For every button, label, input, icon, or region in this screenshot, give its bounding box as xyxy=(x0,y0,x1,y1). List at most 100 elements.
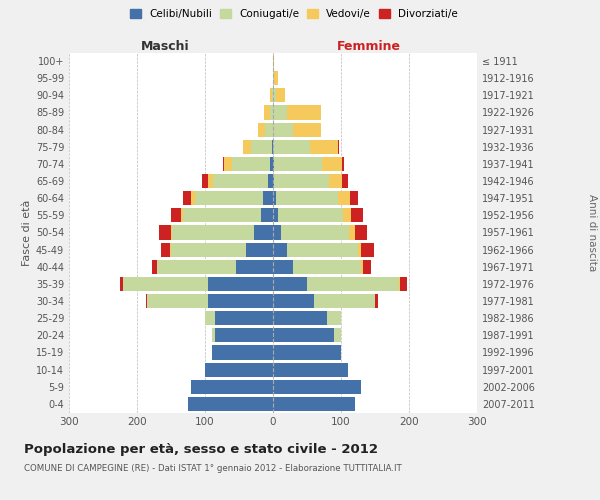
Bar xyxy=(236,260,273,274)
Bar xyxy=(273,174,274,188)
Bar xyxy=(273,226,281,239)
Bar xyxy=(273,260,293,274)
Bar xyxy=(269,157,273,171)
Bar xyxy=(328,311,341,325)
Bar xyxy=(314,294,375,308)
Bar xyxy=(399,277,400,291)
Bar xyxy=(273,122,293,136)
Text: COMUNE DI CAMPEGINE (RE) - Dati ISTAT 1° gennaio 2012 - Elaborazione TUTTITALIA.: COMUNE DI CAMPEGINE (RE) - Dati ISTAT 1°… xyxy=(24,464,402,473)
Bar xyxy=(278,208,343,222)
Bar xyxy=(182,208,261,222)
Bar xyxy=(277,88,284,102)
Bar xyxy=(273,71,274,85)
Bar xyxy=(212,328,215,342)
Text: Anni di nascita: Anni di nascita xyxy=(587,194,597,271)
Bar xyxy=(208,277,273,291)
Bar xyxy=(171,226,172,239)
Bar xyxy=(205,362,273,376)
Bar xyxy=(263,191,273,205)
Bar xyxy=(273,397,355,411)
Bar xyxy=(261,208,273,222)
Bar xyxy=(293,122,320,136)
Text: Femmine: Femmine xyxy=(337,40,401,52)
Bar xyxy=(274,174,329,188)
Bar xyxy=(191,380,273,394)
Bar xyxy=(400,277,407,291)
Bar xyxy=(232,157,269,171)
Bar xyxy=(273,380,361,394)
Bar xyxy=(273,277,307,291)
Bar xyxy=(120,277,124,291)
Bar xyxy=(258,122,265,136)
Bar xyxy=(157,260,236,274)
Bar xyxy=(273,346,341,360)
Bar xyxy=(273,242,287,256)
Bar xyxy=(124,277,208,291)
Bar xyxy=(349,226,355,239)
Bar xyxy=(265,122,273,136)
Bar xyxy=(273,294,314,308)
Bar xyxy=(274,157,322,171)
Bar xyxy=(273,140,310,154)
Bar xyxy=(272,88,273,102)
Bar xyxy=(351,208,364,222)
Bar xyxy=(343,174,348,188)
Bar xyxy=(215,328,273,342)
Bar xyxy=(273,106,287,120)
Bar xyxy=(338,140,339,154)
Bar xyxy=(281,226,349,239)
Bar xyxy=(208,174,213,188)
Bar xyxy=(273,208,278,222)
Bar xyxy=(277,191,338,205)
Bar xyxy=(152,260,157,274)
Bar xyxy=(159,226,171,239)
Bar xyxy=(273,88,277,102)
Bar xyxy=(361,260,363,274)
Bar xyxy=(293,260,361,274)
Bar xyxy=(307,277,399,291)
Bar xyxy=(268,174,273,188)
Bar xyxy=(273,54,274,68)
Bar xyxy=(171,208,181,222)
Bar xyxy=(246,242,273,256)
Bar xyxy=(358,242,361,256)
Bar xyxy=(202,174,208,188)
Bar xyxy=(205,311,215,325)
Bar xyxy=(310,140,338,154)
Bar xyxy=(188,397,273,411)
Text: Maschi: Maschi xyxy=(140,40,190,52)
Bar xyxy=(212,346,273,360)
Bar xyxy=(273,362,348,376)
Bar xyxy=(375,294,379,308)
Bar xyxy=(350,191,358,205)
Bar xyxy=(223,157,224,171)
Bar xyxy=(343,157,344,171)
Y-axis label: Fasce di età: Fasce di età xyxy=(22,200,32,266)
Bar xyxy=(270,88,272,102)
Bar xyxy=(287,106,320,120)
Bar xyxy=(273,157,274,171)
Bar xyxy=(343,208,351,222)
Bar xyxy=(264,106,269,120)
Bar xyxy=(269,106,273,120)
Bar xyxy=(208,294,273,308)
Bar xyxy=(147,294,208,308)
Bar xyxy=(329,174,343,188)
Bar xyxy=(363,260,371,274)
Bar xyxy=(274,71,278,85)
Bar xyxy=(273,311,328,325)
Bar xyxy=(146,294,147,308)
Text: Popolazione per età, sesso e stato civile - 2012: Popolazione per età, sesso e stato civil… xyxy=(24,442,378,456)
Bar xyxy=(272,140,273,154)
Bar xyxy=(322,157,343,171)
Bar xyxy=(361,242,374,256)
Bar xyxy=(181,208,182,222)
Bar xyxy=(243,140,251,154)
Bar xyxy=(287,242,358,256)
Bar xyxy=(170,242,171,256)
Bar xyxy=(251,140,272,154)
Bar xyxy=(273,191,277,205)
Bar xyxy=(191,191,195,205)
Bar xyxy=(195,191,263,205)
Bar xyxy=(161,242,170,256)
